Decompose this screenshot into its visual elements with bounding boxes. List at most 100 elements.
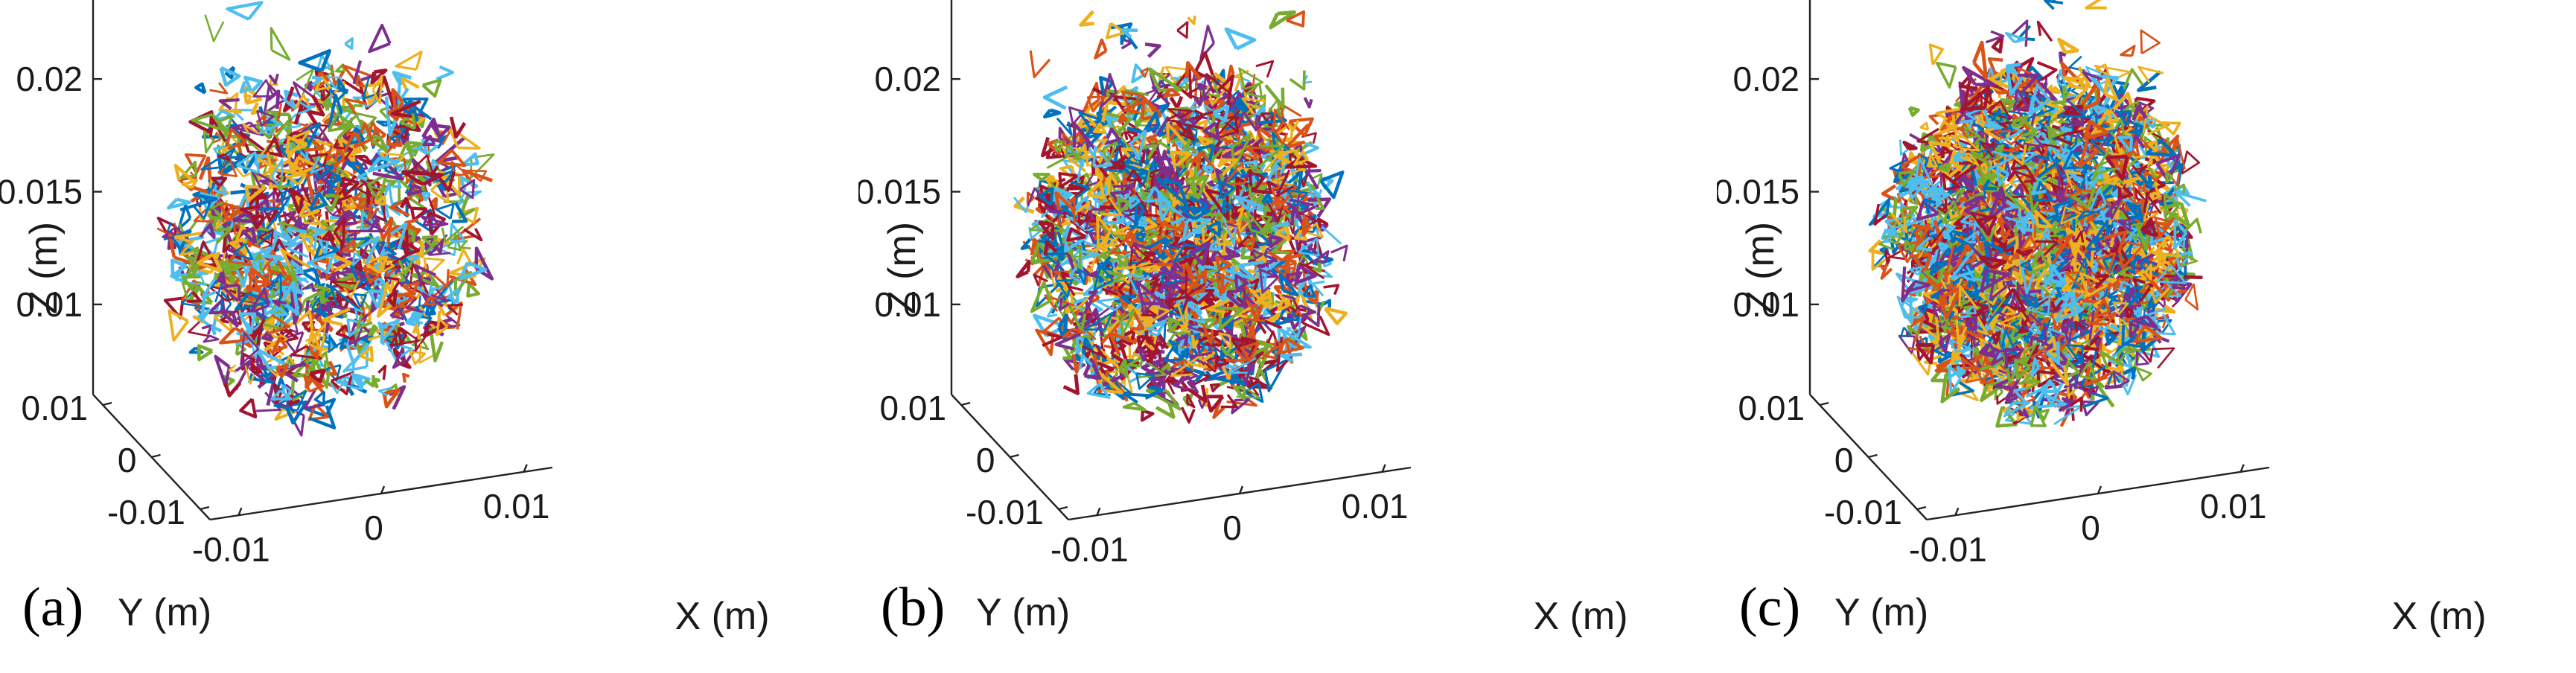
particle-trajectory <box>285 173 307 186</box>
particle-trajectory <box>2118 317 2133 333</box>
particle-trajectory <box>1141 409 1155 422</box>
particle-trajectory <box>1208 369 1246 386</box>
particle-trajectory <box>2127 262 2136 275</box>
particle-trajectory <box>1193 95 1205 106</box>
particle-trajectory <box>436 317 449 336</box>
particle-trajectory <box>367 176 383 191</box>
particle-trajectory <box>2032 260 2052 287</box>
particle-trajectory <box>2070 188 2096 209</box>
particle-trajectory <box>2000 333 2012 354</box>
particle-trajectory <box>1065 210 1087 232</box>
particle-trajectory <box>1890 213 1908 233</box>
particle-trajectory <box>1254 124 1274 162</box>
particle-trajectory <box>334 202 342 214</box>
particle-trajectory <box>1177 205 1211 221</box>
particle-trajectory <box>256 392 281 412</box>
particle-trajectory <box>342 130 366 153</box>
particle-trajectory <box>1971 370 1985 387</box>
particle-trajectory <box>261 331 274 342</box>
particle-trajectory <box>1215 272 1236 296</box>
particle-trajectory <box>405 281 420 299</box>
particle-trajectory <box>233 243 254 261</box>
particle-trajectory <box>179 193 218 211</box>
particle-trajectory <box>1175 334 1189 347</box>
particle-trajectory <box>2005 246 2015 256</box>
particle-trajectory <box>168 309 190 342</box>
particle-trajectory <box>432 269 450 288</box>
particle-trajectory <box>226 1 264 21</box>
particle-trajectory <box>1991 36 2004 54</box>
particle-trajectory <box>1316 197 1325 211</box>
particle-trajectory <box>1096 215 1112 251</box>
particle-trajectory <box>280 274 293 287</box>
particle-trajectory <box>1214 255 1232 272</box>
particle-trajectory <box>1884 249 1891 265</box>
particle-trajectory <box>1917 304 1928 314</box>
particle-trajectory <box>313 390 326 406</box>
panel-label: (b) <box>881 577 945 638</box>
particle-trajectory <box>1311 280 1325 297</box>
particle-trajectory <box>1176 303 1188 328</box>
particle-cloud <box>1013 10 1348 424</box>
particle-trajectory <box>2023 343 2037 366</box>
particle-trajectory <box>1992 144 2005 161</box>
x-tick-mark <box>380 485 386 494</box>
particle-trajectory <box>374 276 386 288</box>
particle-trajectory <box>284 400 308 425</box>
particle-trajectory <box>2133 325 2163 343</box>
particle-trajectory <box>1189 351 1213 365</box>
particle-trajectory <box>293 94 310 109</box>
particle-trajectory <box>199 223 216 239</box>
x-tick-label: 0.01 <box>1342 487 1409 526</box>
particle-trajectory <box>2076 80 2101 113</box>
particle-trajectory <box>1946 205 1967 224</box>
particle-trajectory <box>2018 73 2040 95</box>
particle-trajectory <box>199 191 220 211</box>
particle-trajectory <box>2049 264 2067 286</box>
particle-trajectory <box>2085 237 2100 251</box>
particle-trajectory <box>1996 395 2006 405</box>
particle-trajectory <box>2095 252 2117 274</box>
particle-trajectory <box>2038 408 2050 421</box>
particle-trajectory <box>204 14 225 42</box>
particle-trajectory <box>1141 144 1158 160</box>
particle-trajectory <box>1081 337 1099 361</box>
particle-trajectory <box>1941 325 1952 334</box>
particle-trajectory <box>1978 293 2000 306</box>
particle-trajectory <box>1985 30 2005 44</box>
x-tick-mark <box>1381 464 1386 473</box>
particle-trajectory <box>1218 332 1232 350</box>
particle-trajectory <box>2143 192 2165 222</box>
particle-trajectory <box>1145 322 1165 332</box>
particle-trajectory <box>1267 98 1281 121</box>
particle-trajectory <box>1180 347 1190 359</box>
particle-trajectory <box>2117 110 2132 126</box>
particle-trajectory <box>2123 366 2137 380</box>
particle-trajectory <box>1123 98 1146 114</box>
particle-trajectory <box>203 334 220 343</box>
particle-trajectory <box>1960 357 1976 371</box>
particle-trajectory <box>1987 141 1995 155</box>
particle-trajectory <box>1980 225 1997 243</box>
particle-trajectory <box>337 374 355 385</box>
particle-trajectory <box>1116 197 1132 214</box>
particle-trajectory <box>459 261 488 281</box>
particle-trajectory <box>341 239 356 253</box>
particle-trajectory <box>2038 162 2056 178</box>
particle-trajectory <box>276 175 292 190</box>
particle-trajectory <box>2018 211 2040 233</box>
particle-trajectory <box>2106 290 2121 304</box>
particle-trajectory <box>1134 197 1145 224</box>
particle-trajectory <box>1164 374 1176 385</box>
particle-trajectory <box>200 297 211 322</box>
particle-trajectory <box>1246 211 1267 236</box>
particle-trajectory <box>337 194 357 213</box>
particle-trajectory <box>2034 209 2053 229</box>
particle-trajectory <box>1120 90 1141 115</box>
particle-trajectory <box>252 79 275 98</box>
particle-trajectory <box>1182 308 1206 324</box>
particle-trajectory <box>2050 299 2065 312</box>
particle-trajectory <box>1916 200 1939 221</box>
particle-trajectory <box>1185 61 1202 81</box>
